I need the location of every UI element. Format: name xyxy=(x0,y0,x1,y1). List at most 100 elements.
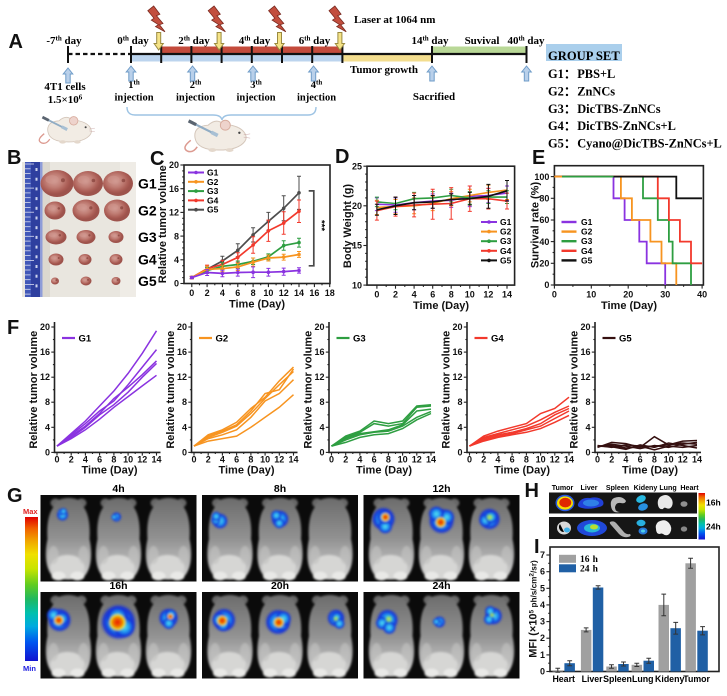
svg-text:10: 10 xyxy=(465,290,475,300)
svg-text:0: 0 xyxy=(585,447,590,457)
svg-text:3th: 3th xyxy=(250,79,262,92)
svg-text:0: 0 xyxy=(595,454,600,464)
svg-text:8: 8 xyxy=(585,397,590,407)
svg-text:Max: Max xyxy=(23,507,38,516)
svg-text:G5：Cyano@DicTBS-ZnNCs+L: G5：Cyano@DicTBS-ZnNCs+L xyxy=(548,137,722,151)
svg-text:4: 4 xyxy=(45,422,50,432)
svg-text:2: 2 xyxy=(609,454,614,464)
svg-text:6th day: 6th day xyxy=(299,35,331,48)
svg-text:4: 4 xyxy=(220,454,225,464)
svg-text:Time (Day): Time (Day) xyxy=(356,464,412,476)
svg-text:4: 4 xyxy=(623,454,628,464)
svg-text:***: *** xyxy=(315,220,326,231)
svg-text:24 h: 24 h xyxy=(580,565,599,575)
svg-text:0: 0 xyxy=(374,290,379,300)
svg-text:G1: G1 xyxy=(79,334,92,345)
svg-text:2: 2 xyxy=(393,290,398,300)
svg-text:G4: G4 xyxy=(207,195,219,205)
svg-text:Spleen: Spleen xyxy=(603,674,632,684)
svg-text:12: 12 xyxy=(580,372,590,382)
svg-text:60: 60 xyxy=(539,215,549,225)
svg-text:Tumor growth: Tumor growth xyxy=(350,64,418,76)
svg-text:16: 16 xyxy=(40,347,50,357)
svg-text:12: 12 xyxy=(40,372,50,382)
svg-text:injection: injection xyxy=(114,93,153,104)
svg-text:2: 2 xyxy=(343,454,348,464)
svg-text:1: 1 xyxy=(540,650,545,660)
svg-text:24h: 24h xyxy=(706,522,721,532)
svg-text:0: 0 xyxy=(467,454,472,464)
svg-text:8: 8 xyxy=(652,454,657,464)
svg-text:Relative tumor volume: Relative tumor volume xyxy=(28,331,40,449)
svg-text:Heart: Heart xyxy=(680,484,699,492)
svg-text:Liver: Liver xyxy=(581,484,598,492)
svg-text:Suvival: Suvival xyxy=(465,35,500,47)
svg-text:4: 4 xyxy=(457,422,462,432)
svg-text:20: 20 xyxy=(623,290,633,300)
svg-text:2th: 2th xyxy=(190,79,202,92)
svg-text:Spleen: Spleen xyxy=(606,484,629,492)
svg-text:20: 20 xyxy=(580,322,590,332)
svg-text:10: 10 xyxy=(664,454,674,464)
svg-text:25: 25 xyxy=(352,161,362,171)
svg-text:40: 40 xyxy=(539,237,549,247)
svg-text:5: 5 xyxy=(540,583,545,593)
svg-text:16: 16 xyxy=(309,288,319,298)
svg-text:G1: G1 xyxy=(138,176,157,192)
svg-text:14: 14 xyxy=(151,454,161,464)
svg-text:0: 0 xyxy=(54,454,59,464)
svg-text:8: 8 xyxy=(524,454,529,464)
svg-text:0: 0 xyxy=(182,447,187,457)
svg-text:30: 30 xyxy=(660,290,670,300)
svg-text:Kideny: Kideny xyxy=(655,674,684,684)
svg-text:2: 2 xyxy=(205,288,210,298)
svg-text:Relative tumor volume: Relative tumor volume xyxy=(569,331,581,449)
svg-text:10: 10 xyxy=(260,454,270,464)
svg-text:G3: G3 xyxy=(353,334,366,345)
svg-text:12: 12 xyxy=(412,454,422,464)
svg-text:40: 40 xyxy=(697,290,707,300)
svg-text:0: 0 xyxy=(189,288,194,298)
svg-text:12: 12 xyxy=(177,372,187,382)
svg-text:Time (Day): Time (Day) xyxy=(229,299,285,311)
svg-text:4: 4 xyxy=(83,454,88,464)
svg-text:Sacrified: Sacrified xyxy=(413,91,455,103)
svg-text:2: 2 xyxy=(206,454,211,464)
svg-text:20: 20 xyxy=(452,322,462,332)
svg-text:injection: injection xyxy=(297,93,336,104)
svg-text:E: E xyxy=(532,147,545,169)
svg-text:G1: G1 xyxy=(581,217,593,227)
svg-text:Relative tumor volume: Relative tumor volume xyxy=(303,331,315,449)
svg-text:12: 12 xyxy=(678,454,688,464)
svg-text:D: D xyxy=(335,146,349,168)
svg-text:6: 6 xyxy=(510,454,515,464)
svg-text:6: 6 xyxy=(372,454,377,464)
svg-text:G: G xyxy=(7,485,23,507)
svg-text:G3: G3 xyxy=(581,236,593,246)
svg-text:G2：ZnNCs: G2：ZnNCs xyxy=(548,84,615,98)
svg-text:G2: G2 xyxy=(500,227,512,237)
svg-text:14: 14 xyxy=(288,454,298,464)
svg-text:2: 2 xyxy=(540,633,545,643)
svg-text:16: 16 xyxy=(580,347,590,357)
svg-text:G3: G3 xyxy=(138,229,157,245)
svg-text:injection: injection xyxy=(176,93,215,104)
svg-text:2th day: 2th day xyxy=(178,35,210,48)
svg-text:12: 12 xyxy=(452,372,462,382)
svg-text:20: 20 xyxy=(314,322,324,332)
svg-text:8: 8 xyxy=(182,397,187,407)
svg-text:0: 0 xyxy=(191,454,196,464)
svg-text:Time (Day): Time (Day) xyxy=(494,464,550,476)
svg-text:Time (Day): Time (Day) xyxy=(601,300,657,312)
svg-text:0: 0 xyxy=(319,447,324,457)
svg-text:Laser at 1064 nm: Laser at 1064 nm xyxy=(354,14,435,26)
svg-text:20: 20 xyxy=(539,259,549,269)
svg-text:4: 4 xyxy=(220,288,225,298)
svg-text:G3: G3 xyxy=(207,186,219,196)
svg-text:6: 6 xyxy=(97,454,102,464)
svg-text:16h: 16h xyxy=(109,580,127,592)
svg-text:4th: 4th xyxy=(311,79,323,92)
svg-text:G1: G1 xyxy=(207,168,219,178)
svg-text:Relative tumor volume: Relative tumor volume xyxy=(165,331,177,449)
svg-text:6: 6 xyxy=(430,290,435,300)
